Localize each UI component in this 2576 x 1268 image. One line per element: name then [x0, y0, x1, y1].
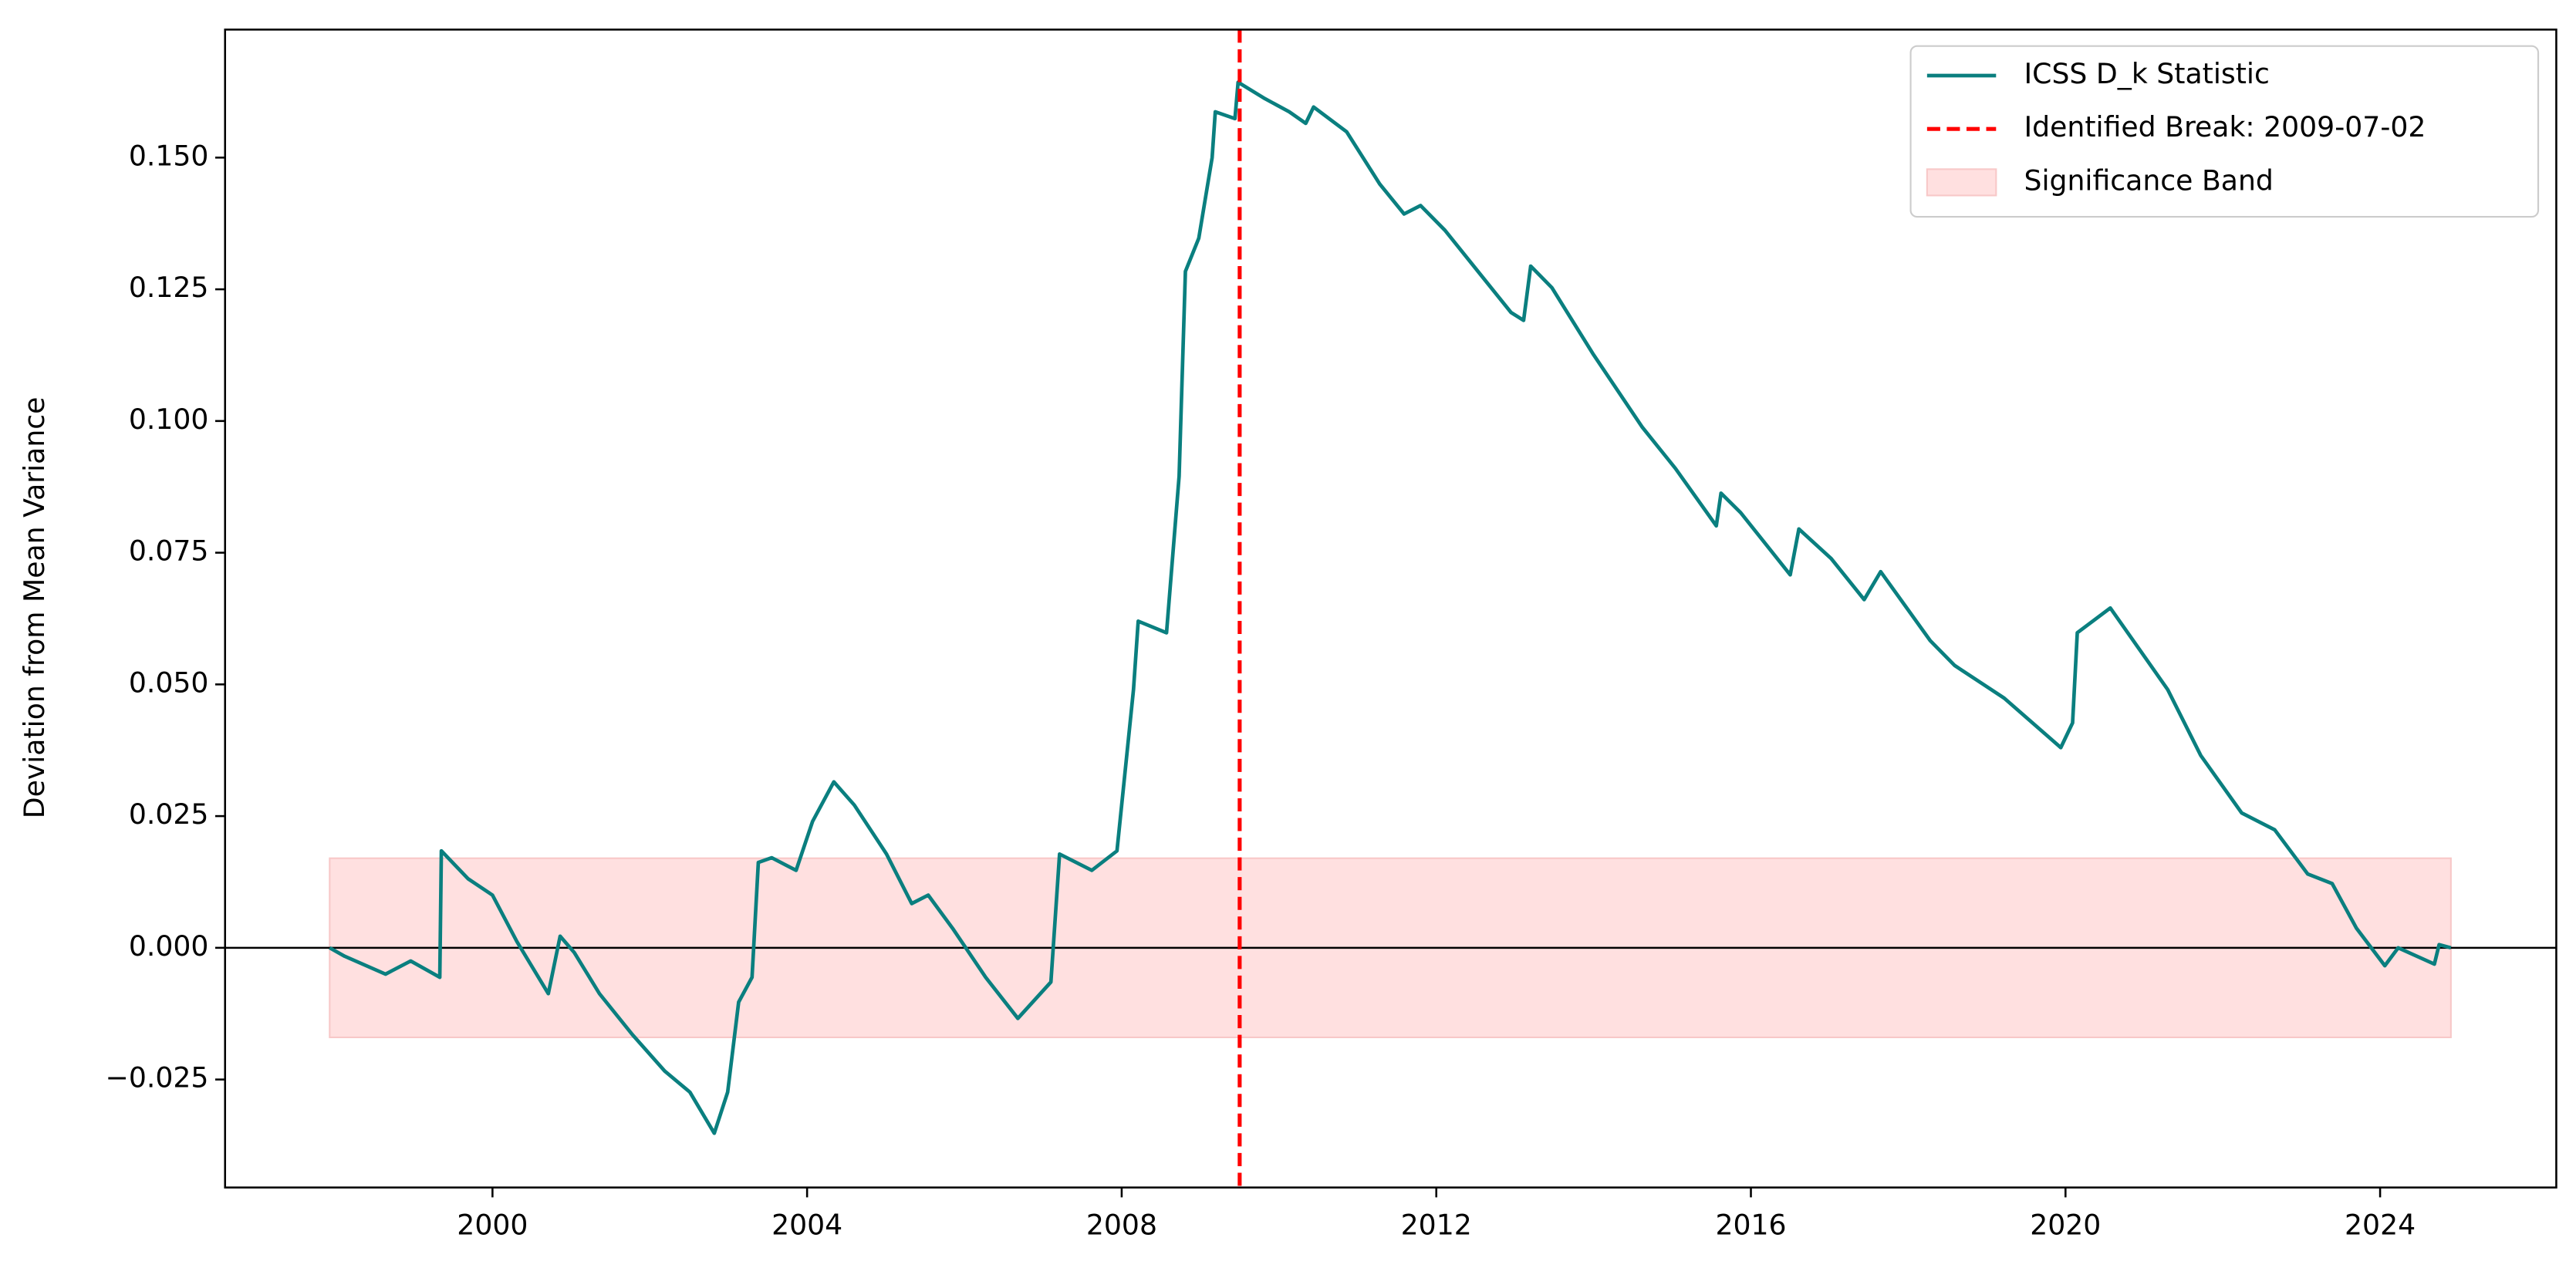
y-tick-label: 0.000 — [129, 929, 209, 963]
y-tick-label: 0.150 — [129, 139, 209, 172]
y-tick-label: −0.025 — [106, 1061, 209, 1094]
x-tick-label: 2008 — [1086, 1209, 1157, 1242]
plot-frame — [224, 29, 2557, 1189]
legend-band-sample — [1926, 168, 1997, 197]
x-tick-label: 2000 — [457, 1209, 528, 1242]
y-tick-label: 0.100 — [129, 403, 209, 436]
data-line — [329, 80, 2452, 1135]
x-tick-label: 2020 — [2030, 1209, 2101, 1242]
x-tick-label: 2016 — [1715, 1209, 1786, 1242]
y-tick-label: 0.050 — [129, 666, 209, 699]
y-axis-label: Deviation from Mean Variance — [18, 397, 51, 819]
y-tick-label: 0.125 — [129, 271, 209, 304]
legend-label: ICSS D_k Statistic — [2024, 57, 2270, 90]
legend-label: Significance Band — [2024, 164, 2274, 197]
legend-box — [1909, 45, 2540, 218]
y-tick-label: 0.025 — [129, 798, 209, 831]
y-tick-label: 0.075 — [129, 535, 209, 568]
x-tick-label: 2024 — [2345, 1209, 2416, 1242]
x-tick-label: 2012 — [1401, 1209, 1472, 1242]
legend-label: Identified Break: 2009-07-02 — [2024, 110, 2426, 143]
x-tick-label: 2004 — [771, 1209, 842, 1242]
